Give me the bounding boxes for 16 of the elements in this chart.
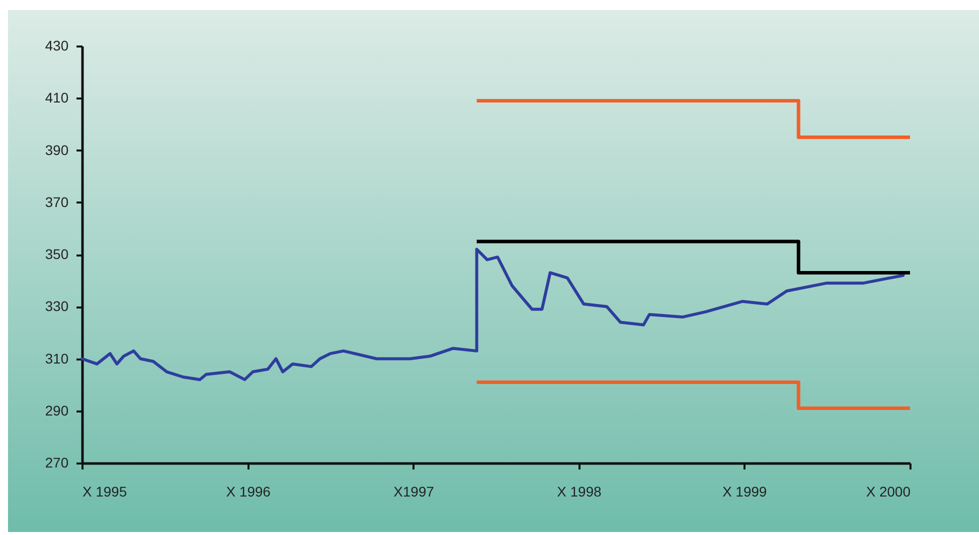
y-tick-label: 410	[45, 90, 69, 106]
y-tick-label: 370	[45, 194, 69, 210]
y-tick-label: 270	[45, 454, 69, 470]
x-tick-label: X 1998	[557, 484, 602, 500]
x-tick-label: X 1996	[226, 484, 271, 500]
x-tick-label: X 1995	[82, 484, 128, 500]
line-series	[80, 248, 905, 382]
y-tick-label: 330	[45, 298, 69, 314]
x-tick-label: X1997	[394, 484, 434, 500]
x-tick-label: X 1999	[722, 484, 768, 500]
y-tick-label: 350	[45, 246, 69, 262]
y-tick-label: 430	[45, 38, 69, 54]
y-tick-label: 310	[45, 350, 69, 366]
x-tick-label: X 2000	[866, 484, 911, 500]
y-tick-label: 390	[45, 142, 69, 158]
y-tick-label: 290	[45, 402, 69, 418]
